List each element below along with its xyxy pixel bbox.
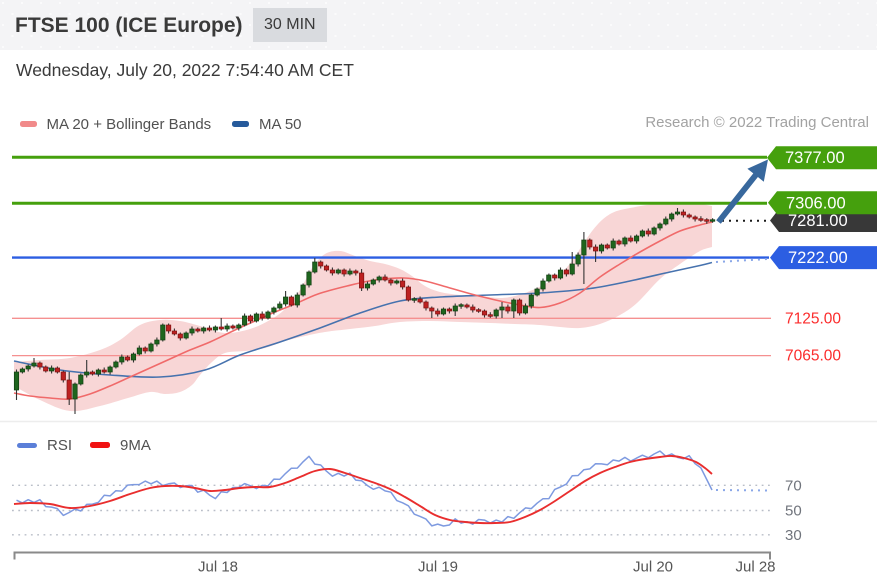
svg-text:7065.00: 7065.00 [785,348,841,365]
svg-text:7281.00: 7281.00 [788,212,848,230]
svg-text:70: 70 [785,477,802,494]
svg-text:50: 50 [785,503,802,520]
svg-text:Jul 20: Jul 20 [633,559,673,576]
svg-text:Jul 28: Jul 28 [735,559,775,576]
svg-text:Jul 19: Jul 19 [418,559,458,576]
svg-text:7222.00: 7222.00 [788,249,848,267]
svg-text:7125.00: 7125.00 [785,311,841,328]
svg-text:30: 30 [785,527,802,544]
svg-text:7377.00: 7377.00 [785,149,845,167]
svg-text:7306.00: 7306.00 [786,194,846,212]
svg-text:Jul 18: Jul 18 [198,559,238,576]
